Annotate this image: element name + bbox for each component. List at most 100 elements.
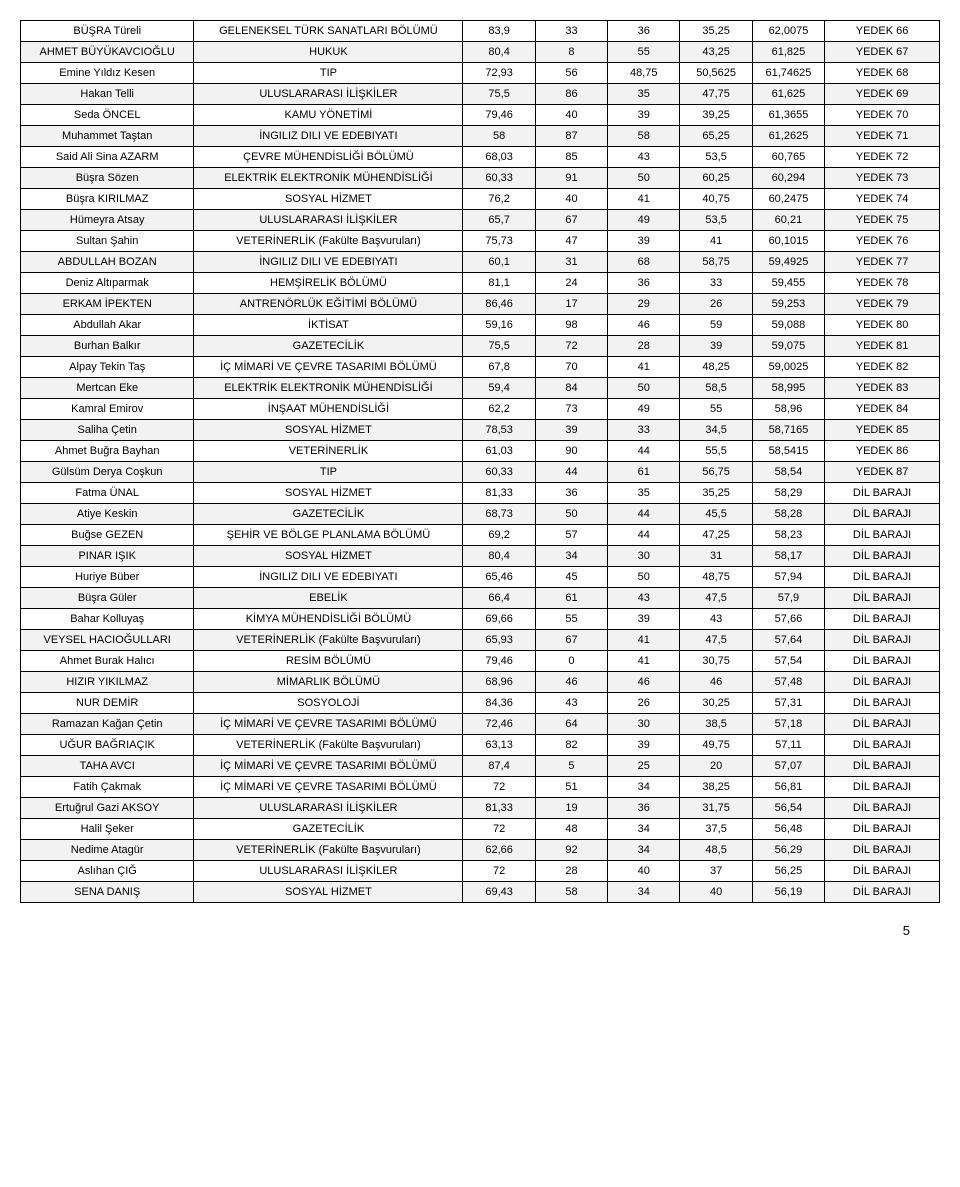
score1-cell: 72,46 (463, 714, 535, 735)
dept-cell: VETERİNERLİK (Fakülte Başvuruları) (194, 231, 463, 252)
dept-cell: GAZETECİLİK (194, 819, 463, 840)
score3-cell: 61 (608, 462, 680, 483)
score4-cell: 45,5 (680, 504, 752, 525)
table-row: Bahar KolluyaşKİMYA MÜHENDİSLİĞİ BÖLÜMÜ6… (21, 609, 940, 630)
name-cell: ERKAM İPEKTEN (21, 294, 194, 315)
table-row: Deniz AltıparmakHEMŞİRELİK BÖLÜMÜ81,1243… (21, 273, 940, 294)
dept-cell: SOSYAL HİZMET (194, 483, 463, 504)
name-cell: Fatma ÜNAL (21, 483, 194, 504)
score5-cell: 58,29 (752, 483, 824, 504)
score5-cell: 58,54 (752, 462, 824, 483)
status-cell: DİL BARAJI (825, 504, 940, 525)
score3-cell: 50 (608, 378, 680, 399)
status-cell: YEDEK 70 (825, 105, 940, 126)
dept-cell: KAMU YÖNETİMİ (194, 105, 463, 126)
name-cell: NUR DEMİR (21, 693, 194, 714)
status-cell: DİL BARAJI (825, 798, 940, 819)
status-cell: YEDEK 78 (825, 273, 940, 294)
score2-cell: 57 (535, 525, 607, 546)
dept-cell: TIP (194, 462, 463, 483)
status-cell: DİL BARAJI (825, 546, 940, 567)
score1-cell: 81,1 (463, 273, 535, 294)
score1-cell: 72 (463, 777, 535, 798)
score4-cell: 55,5 (680, 441, 752, 462)
score5-cell: 61,825 (752, 42, 824, 63)
dept-cell: VETERİNERLİK (Fakülte Başvuruları) (194, 735, 463, 756)
status-cell: YEDEK 68 (825, 63, 940, 84)
dept-cell: SOSYAL HİZMET (194, 882, 463, 903)
score2-cell: 31 (535, 252, 607, 273)
score1-cell: 83,9 (463, 21, 535, 42)
table-row: Fatih ÇakmakİÇ MİMARİ VE ÇEVRE TASARIMI … (21, 777, 940, 798)
score5-cell: 58,96 (752, 399, 824, 420)
name-cell: Huriye Büber (21, 567, 194, 588)
score1-cell: 72 (463, 861, 535, 882)
name-cell: Mertcan Eke (21, 378, 194, 399)
dept-cell: ANTRENÖRLÜK EĞİTİMİ BÖLÜMÜ (194, 294, 463, 315)
score4-cell: 53,5 (680, 210, 752, 231)
table-row: ERKAM İPEKTENANTRENÖRLÜK EĞİTİMİ BÖLÜMÜ8… (21, 294, 940, 315)
score1-cell: 80,4 (463, 546, 535, 567)
score4-cell: 40 (680, 882, 752, 903)
score1-cell: 80,4 (463, 42, 535, 63)
score4-cell: 30,25 (680, 693, 752, 714)
score5-cell: 59,455 (752, 273, 824, 294)
score1-cell: 65,93 (463, 630, 535, 651)
score5-cell: 56,29 (752, 840, 824, 861)
status-cell: DİL BARAJI (825, 525, 940, 546)
status-cell: YEDEK 67 (825, 42, 940, 63)
table-row: Emine Yıldız KesenTIP72,935648,7550,5625… (21, 63, 940, 84)
score1-cell: 62,2 (463, 399, 535, 420)
score2-cell: 0 (535, 651, 607, 672)
score2-cell: 40 (535, 189, 607, 210)
score4-cell: 26 (680, 294, 752, 315)
status-cell: DİL BARAJI (825, 735, 940, 756)
name-cell: SENA DANIŞ (21, 882, 194, 903)
score3-cell: 39 (608, 231, 680, 252)
dept-cell: ELEKTRİK ELEKTRONİK MÜHENDİSLİĞİ (194, 168, 463, 189)
score2-cell: 82 (535, 735, 607, 756)
score3-cell: 44 (608, 504, 680, 525)
score5-cell: 59,253 (752, 294, 824, 315)
status-cell: YEDEK 77 (825, 252, 940, 273)
score3-cell: 35 (608, 84, 680, 105)
score2-cell: 61 (535, 588, 607, 609)
name-cell: Ahmet Buğra Bayhan (21, 441, 194, 462)
dept-cell: ULUSLARARASI İLİŞKİLER (194, 798, 463, 819)
score1-cell: 75,5 (463, 336, 535, 357)
score2-cell: 91 (535, 168, 607, 189)
score5-cell: 59,075 (752, 336, 824, 357)
score1-cell: 76,2 (463, 189, 535, 210)
dept-cell: VETERİNERLİK (194, 441, 463, 462)
name-cell: Said Ali Sina AZARM (21, 147, 194, 168)
score1-cell: 79,46 (463, 651, 535, 672)
score4-cell: 31 (680, 546, 752, 567)
table-row: Abdullah AkarİKTİSAT59,1698465959,088YED… (21, 315, 940, 336)
score2-cell: 43 (535, 693, 607, 714)
score5-cell: 58,995 (752, 378, 824, 399)
score2-cell: 64 (535, 714, 607, 735)
status-cell: YEDEK 83 (825, 378, 940, 399)
score1-cell: 58 (463, 126, 535, 147)
name-cell: Emine Yıldız Kesen (21, 63, 194, 84)
score5-cell: 61,3655 (752, 105, 824, 126)
name-cell: Kamral Emirov (21, 399, 194, 420)
status-cell: YEDEK 66 (825, 21, 940, 42)
score1-cell: 87,4 (463, 756, 535, 777)
score5-cell: 57,31 (752, 693, 824, 714)
score3-cell: 33 (608, 420, 680, 441)
dept-cell: İNŞAAT MÜHENDİSLİĞİ (194, 399, 463, 420)
score5-cell: 58,28 (752, 504, 824, 525)
score3-cell: 44 (608, 441, 680, 462)
score4-cell: 48,5 (680, 840, 752, 861)
name-cell: Ramazan Kağan Çetin (21, 714, 194, 735)
name-cell: Buğse GEZEN (21, 525, 194, 546)
score3-cell: 55 (608, 42, 680, 63)
score4-cell: 37,5 (680, 819, 752, 840)
score5-cell: 57,94 (752, 567, 824, 588)
score1-cell: 84,36 (463, 693, 535, 714)
score5-cell: 57,48 (752, 672, 824, 693)
status-cell: DİL BARAJI (825, 819, 940, 840)
status-cell: YEDEK 79 (825, 294, 940, 315)
score3-cell: 35 (608, 483, 680, 504)
